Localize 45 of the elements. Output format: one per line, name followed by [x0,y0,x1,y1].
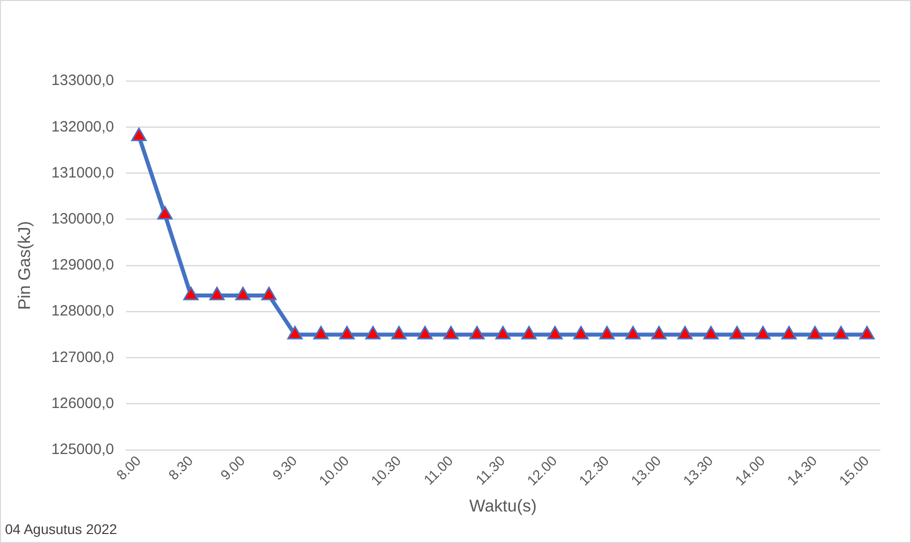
point [729,326,745,340]
point [755,326,771,340]
point [547,326,563,340]
x-axis-title: Waktu(s) [469,496,537,516]
point [521,326,537,340]
point [833,326,849,340]
text: 04 Agusutus 2022 [5,521,118,537]
point [157,206,173,220]
point [443,326,459,340]
x-tick-label: 9.00 [217,452,248,484]
point [261,286,277,300]
point [677,326,693,340]
point [469,326,485,340]
point [625,326,641,340]
point [391,326,407,340]
y-tick-label: 131000,0 [51,164,114,182]
x-tick-label: 9.30 [269,452,300,484]
point [313,326,329,340]
point [287,326,303,340]
point [209,286,225,300]
y-tick-label: 125000,0 [51,441,114,458]
point [573,326,589,340]
y-tick-label: 128000,0 [51,302,114,320]
y-tick-label: 133000,0 [51,72,114,90]
point [131,128,147,142]
x-tick-label: 8.30 [165,452,196,484]
point [703,326,719,340]
point [365,326,381,340]
point [417,326,433,340]
point [859,326,875,340]
point [651,326,667,340]
point [599,326,615,340]
y-tick-label: 126000,0 [51,394,114,412]
point [183,286,199,300]
point [339,326,355,340]
x-tick-label: 8.00 [113,452,144,484]
y-tick-label: 127000,0 [51,348,114,366]
y-axis-title: Pin Gas(kJ) [14,221,34,310]
point [495,326,511,340]
point [807,326,823,340]
point [781,326,797,340]
point [235,286,251,300]
y-tick-label: 129000,0 [51,256,114,274]
y-tick-label: 130000,0 [51,210,114,228]
y-tick-label: 132000,0 [51,118,114,136]
